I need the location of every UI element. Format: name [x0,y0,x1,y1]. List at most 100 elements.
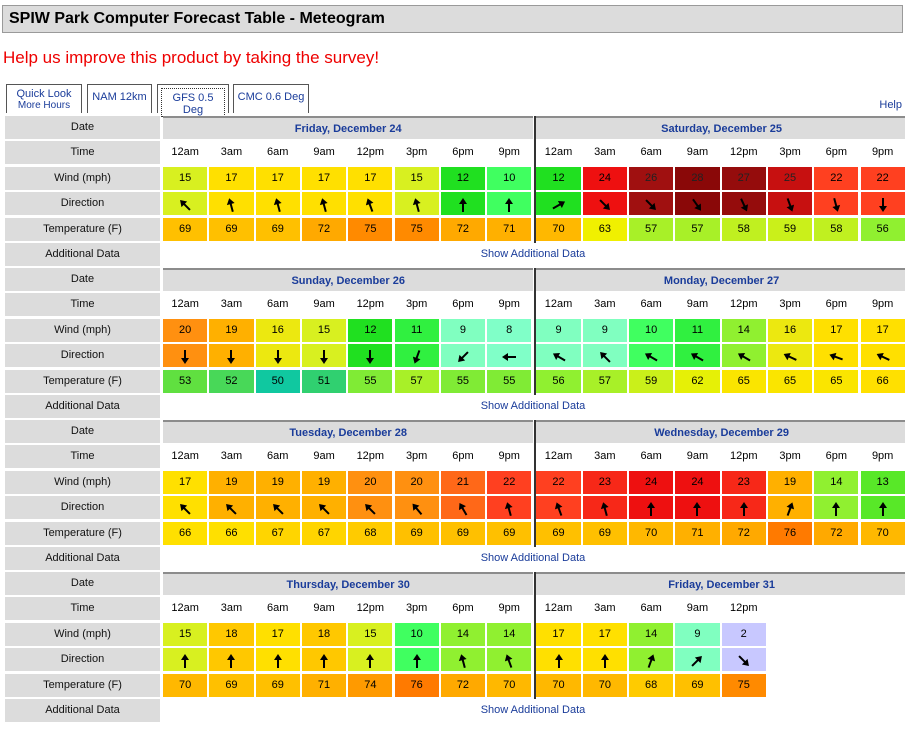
wind-direction-arrow-icon [597,197,613,213]
wind-cell: 17 [255,622,300,646]
wind-cell: 14 [814,470,859,494]
direction-cell [209,496,254,520]
time-cell: 6pm [825,298,848,311]
tab-label: Quick Look [16,88,72,100]
show-additional-data-link[interactable]: Show Additional Data [480,248,586,260]
show-additional-data-link[interactable]: Show Additional Data [480,400,586,412]
tab-quick-look[interactable]: Quick Look More Hours [6,84,82,113]
tab-nam-12km[interactable]: NAM 12km [87,84,152,113]
direction-cell [536,648,581,672]
direction-cell [209,344,254,368]
wind-direction-arrow-icon [551,653,567,669]
time-cell: 6pm [452,298,474,311]
wind-cell: 9 [440,318,486,342]
wind-direction-arrow-icon [828,349,844,365]
time-cell: 12am [171,146,199,159]
direction-cell [255,344,300,368]
temperature-cell: 69 [487,521,532,545]
time-cell: 3pm [779,146,801,159]
temperature-cell: 67 [255,521,300,545]
direction-cell [487,344,532,368]
row-label-wind: Wind (mph) [5,166,160,190]
temperature-cell: 55 [440,369,486,393]
wind-direction-arrow-icon [643,349,659,365]
wind-direction-arrow-icon [736,197,752,213]
wind-cell: 15 [163,166,208,190]
direction-cell [767,344,813,368]
temperature-cell: 57 [394,369,439,393]
row-label-direction: Direction [5,496,160,520]
show-additional-data-link[interactable]: Show Additional Data [480,704,586,716]
direction-cell [394,496,439,520]
time-cell: 3pm [779,298,801,311]
wind-direction-arrow-icon [455,501,471,517]
wind-direction-arrow-icon [316,349,332,365]
tab-label: NAM 12km [92,91,147,103]
direction-cell [582,344,627,368]
wind-cell: 12 [440,166,486,190]
direction-cell [814,496,859,520]
direction-cell [348,648,393,672]
wind-direction-arrow-icon [597,653,613,669]
time-cell: 6am [267,298,289,311]
wind-cell: 17 [536,622,581,646]
wind-cell: 15 [348,622,393,646]
day-header: Friday, December 31 [536,572,905,595]
wind-direction-arrow-icon [409,349,425,365]
wind-cell: 22 [487,470,532,494]
tab-gfs-0-5-deg[interactable]: GFS 0.5 Deg [157,84,229,117]
temperature-cell: 69 [209,673,254,697]
time-cell: 6am [267,146,289,159]
day-header: Tuesday, December 28 [163,420,534,443]
page-title: SPIW Park Computer Forecast Table - Mete… [2,5,903,33]
direction-cell [814,344,859,368]
help-link[interactable]: Help [879,99,902,111]
wind-direction-arrow-icon [875,501,891,517]
temperature-cell: 70 [536,673,581,697]
direction-cell [675,496,720,520]
day-header: Saturday, December 25 [536,116,905,139]
wind-direction-arrow-icon [597,501,613,517]
temperature-cell: 70 [860,521,905,545]
time-cell: 9pm [871,298,894,311]
row-label-direction: Direction [5,344,160,368]
direction-cell [582,192,627,216]
direction-cell [721,496,766,520]
temperature-cell: 68 [348,521,393,545]
direction-cell [440,192,486,216]
temperature-cell: 75 [721,673,766,697]
direction-cell [255,496,300,520]
temperature-cell: 72 [814,521,859,545]
temperature-cell: 55 [348,369,393,393]
wind-cell: 9 [582,318,627,342]
temperature-cell: 56 [536,369,581,393]
show-additional-data-link[interactable]: Show Additional Data [480,552,586,564]
direction-cell [582,496,627,520]
wind-direction-arrow-icon [177,197,193,213]
wind-cell: 19 [301,470,347,494]
temperature-cell: 66 [163,521,208,545]
wind-direction-arrow-icon [362,197,378,213]
wind-direction-arrow-icon [551,197,567,213]
wind-cell: 20 [348,470,393,494]
direction-cell [301,648,347,672]
tab-cmc-0-6-deg[interactable]: CMC 0.6 Deg [233,84,309,113]
wind-cell: 15 [394,166,439,190]
wind-cell: 19 [767,470,813,494]
wind-direction-arrow-icon [270,349,286,365]
time-cell: 3am [220,298,243,311]
wind-cell: 24 [582,166,627,190]
direction-cell [255,192,300,216]
row-label-direction: Direction [5,192,160,216]
time-cell: 6pm [825,146,848,159]
temperature-cell: 53 [163,369,208,393]
wind-direction-arrow-icon [736,349,752,365]
wind-cell: 19 [209,318,254,342]
survey-link[interactable]: Help us improve this product by taking t… [3,48,380,67]
wind-direction-arrow-icon [736,653,752,669]
temperature-cell: 76 [767,521,813,545]
temperature-cell: 52 [209,369,254,393]
row-label-time: Time [5,141,160,165]
wind-direction-arrow-icon [455,197,471,213]
time-cell: 6am [640,450,662,463]
